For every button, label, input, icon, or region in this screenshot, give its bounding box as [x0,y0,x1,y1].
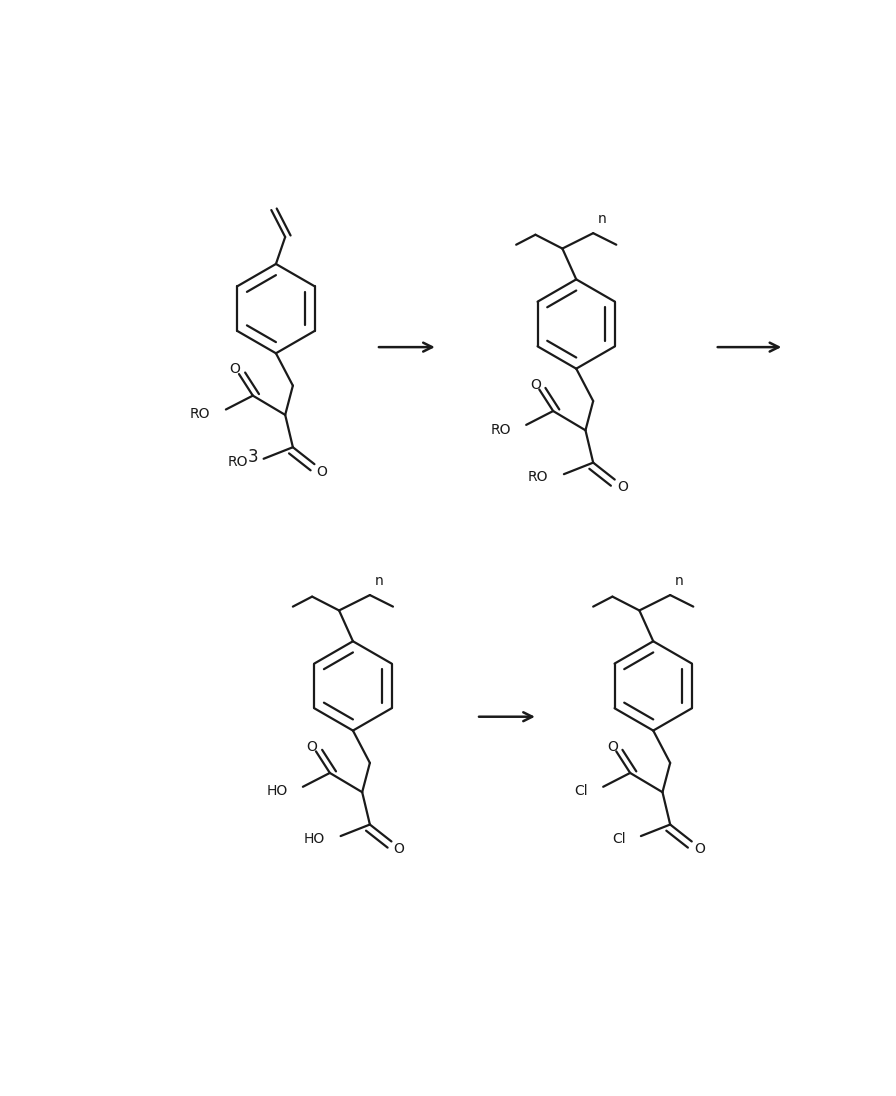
Text: O: O [617,480,628,494]
Text: O: O [607,740,618,754]
Text: O: O [306,740,317,754]
Text: n: n [375,574,383,589]
Text: O: O [316,465,328,479]
Text: Cl: Cl [612,832,625,846]
Text: 3: 3 [247,448,258,466]
Text: n: n [598,213,607,226]
Text: O: O [393,842,405,856]
Text: RO: RO [528,470,548,484]
Text: RO: RO [228,455,248,469]
Text: Cl: Cl [574,785,588,798]
Text: O: O [229,363,240,376]
Text: HO: HO [266,785,288,798]
Text: HO: HO [304,832,325,846]
Text: RO: RO [490,423,511,436]
Text: RO: RO [190,407,211,421]
Text: O: O [530,378,541,392]
Text: n: n [675,574,684,589]
Text: O: O [694,842,705,856]
